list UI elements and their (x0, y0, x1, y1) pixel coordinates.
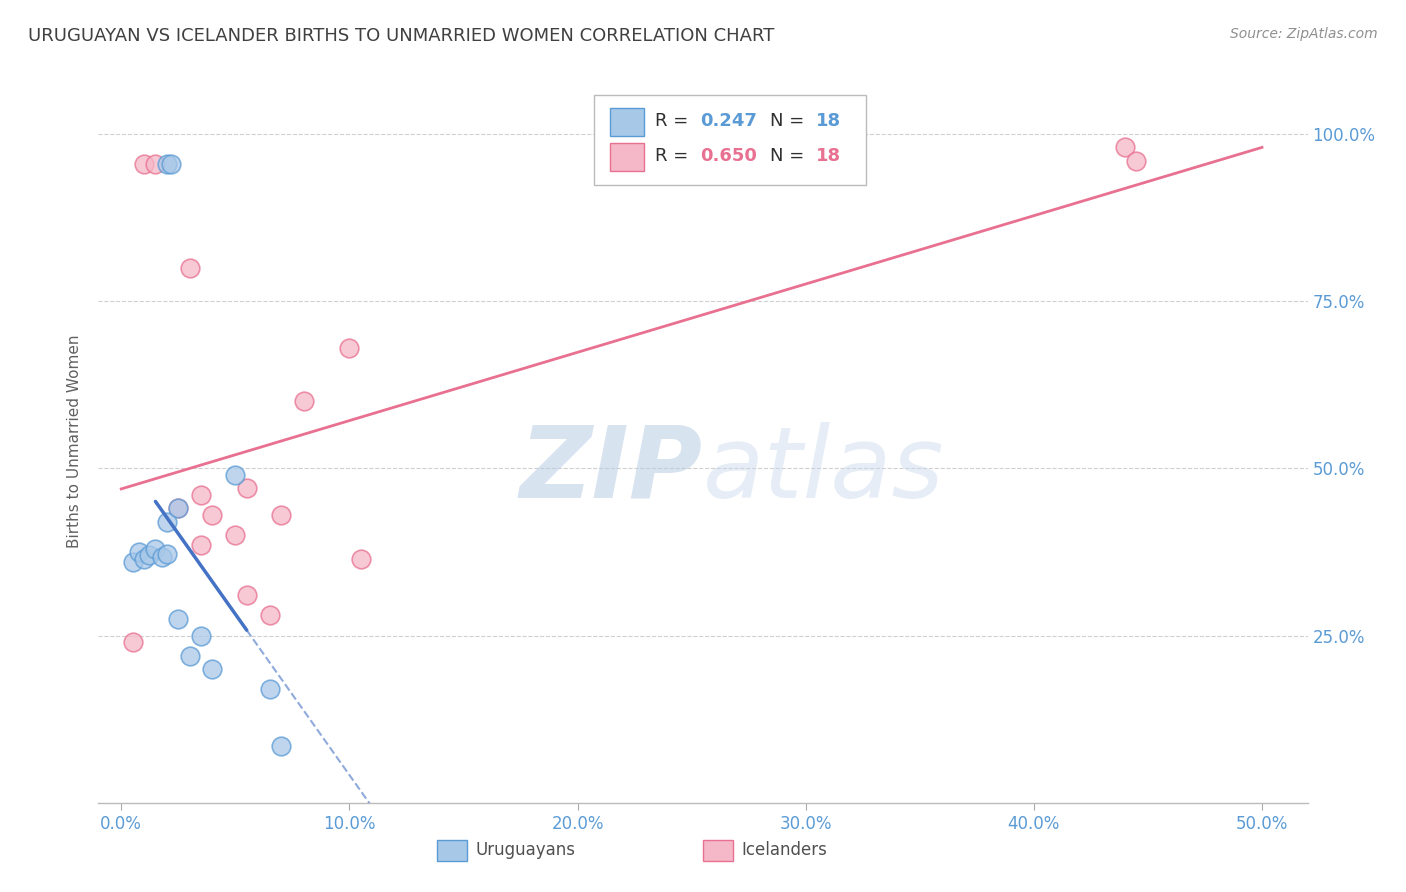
Point (270, 739, 292, 753)
Point (292, 394, 315, 409)
Point (132, 551, 155, 566)
FancyBboxPatch shape (595, 95, 866, 185)
FancyBboxPatch shape (437, 839, 467, 862)
Point (132, 157, 155, 171)
Point (128, 545, 150, 559)
Point (259, 681, 281, 696)
Point (270, 508, 292, 523)
Point (138, 548, 160, 563)
Point (179, 648, 201, 663)
Text: ZIP: ZIP (520, 422, 703, 519)
Text: 18: 18 (815, 147, 841, 165)
Point (179, 260, 201, 275)
FancyBboxPatch shape (610, 143, 644, 170)
FancyBboxPatch shape (703, 839, 734, 862)
Point (259, 608, 281, 623)
Text: Source: ZipAtlas.com: Source: ZipAtlas.com (1230, 27, 1378, 41)
Point (121, 635, 143, 649)
Point (167, 501, 190, 516)
Point (145, 157, 167, 171)
Text: R =: R = (655, 147, 693, 165)
Point (167, 501, 190, 516)
Point (156, 515, 179, 529)
Text: N =: N = (769, 112, 810, 130)
Point (121, 555, 143, 569)
Point (145, 541, 167, 556)
Text: Icelanders: Icelanders (742, 841, 828, 859)
Text: Uruguayans: Uruguayans (475, 841, 575, 859)
Y-axis label: Births to Unmarried Women: Births to Unmarried Women (67, 334, 83, 549)
Point (190, 628, 212, 642)
Text: URUGUAYAN VS ICELANDER BIRTHS TO UNMARRIED WOMEN CORRELATION CHART: URUGUAYAN VS ICELANDER BIRTHS TO UNMARRI… (28, 27, 775, 45)
Text: 18: 18 (815, 112, 841, 130)
Point (160, 157, 183, 171)
FancyBboxPatch shape (610, 109, 644, 136)
Point (156, 157, 179, 171)
Point (150, 549, 173, 564)
Point (337, 341, 360, 355)
Point (235, 589, 257, 603)
Point (167, 612, 190, 626)
Point (1114, 140, 1136, 154)
Point (350, 551, 373, 566)
Text: N =: N = (769, 147, 810, 165)
Text: 0.650: 0.650 (700, 147, 758, 165)
Point (235, 482, 257, 496)
Point (224, 467, 246, 482)
Text: 0.247: 0.247 (700, 112, 758, 130)
Point (1125, 153, 1147, 168)
Point (190, 538, 212, 552)
Point (190, 488, 212, 502)
Point (201, 662, 224, 676)
Text: R =: R = (655, 112, 693, 130)
Text: atlas: atlas (703, 422, 945, 519)
Point (201, 508, 224, 523)
Point (156, 547, 179, 561)
Point (224, 528, 246, 542)
